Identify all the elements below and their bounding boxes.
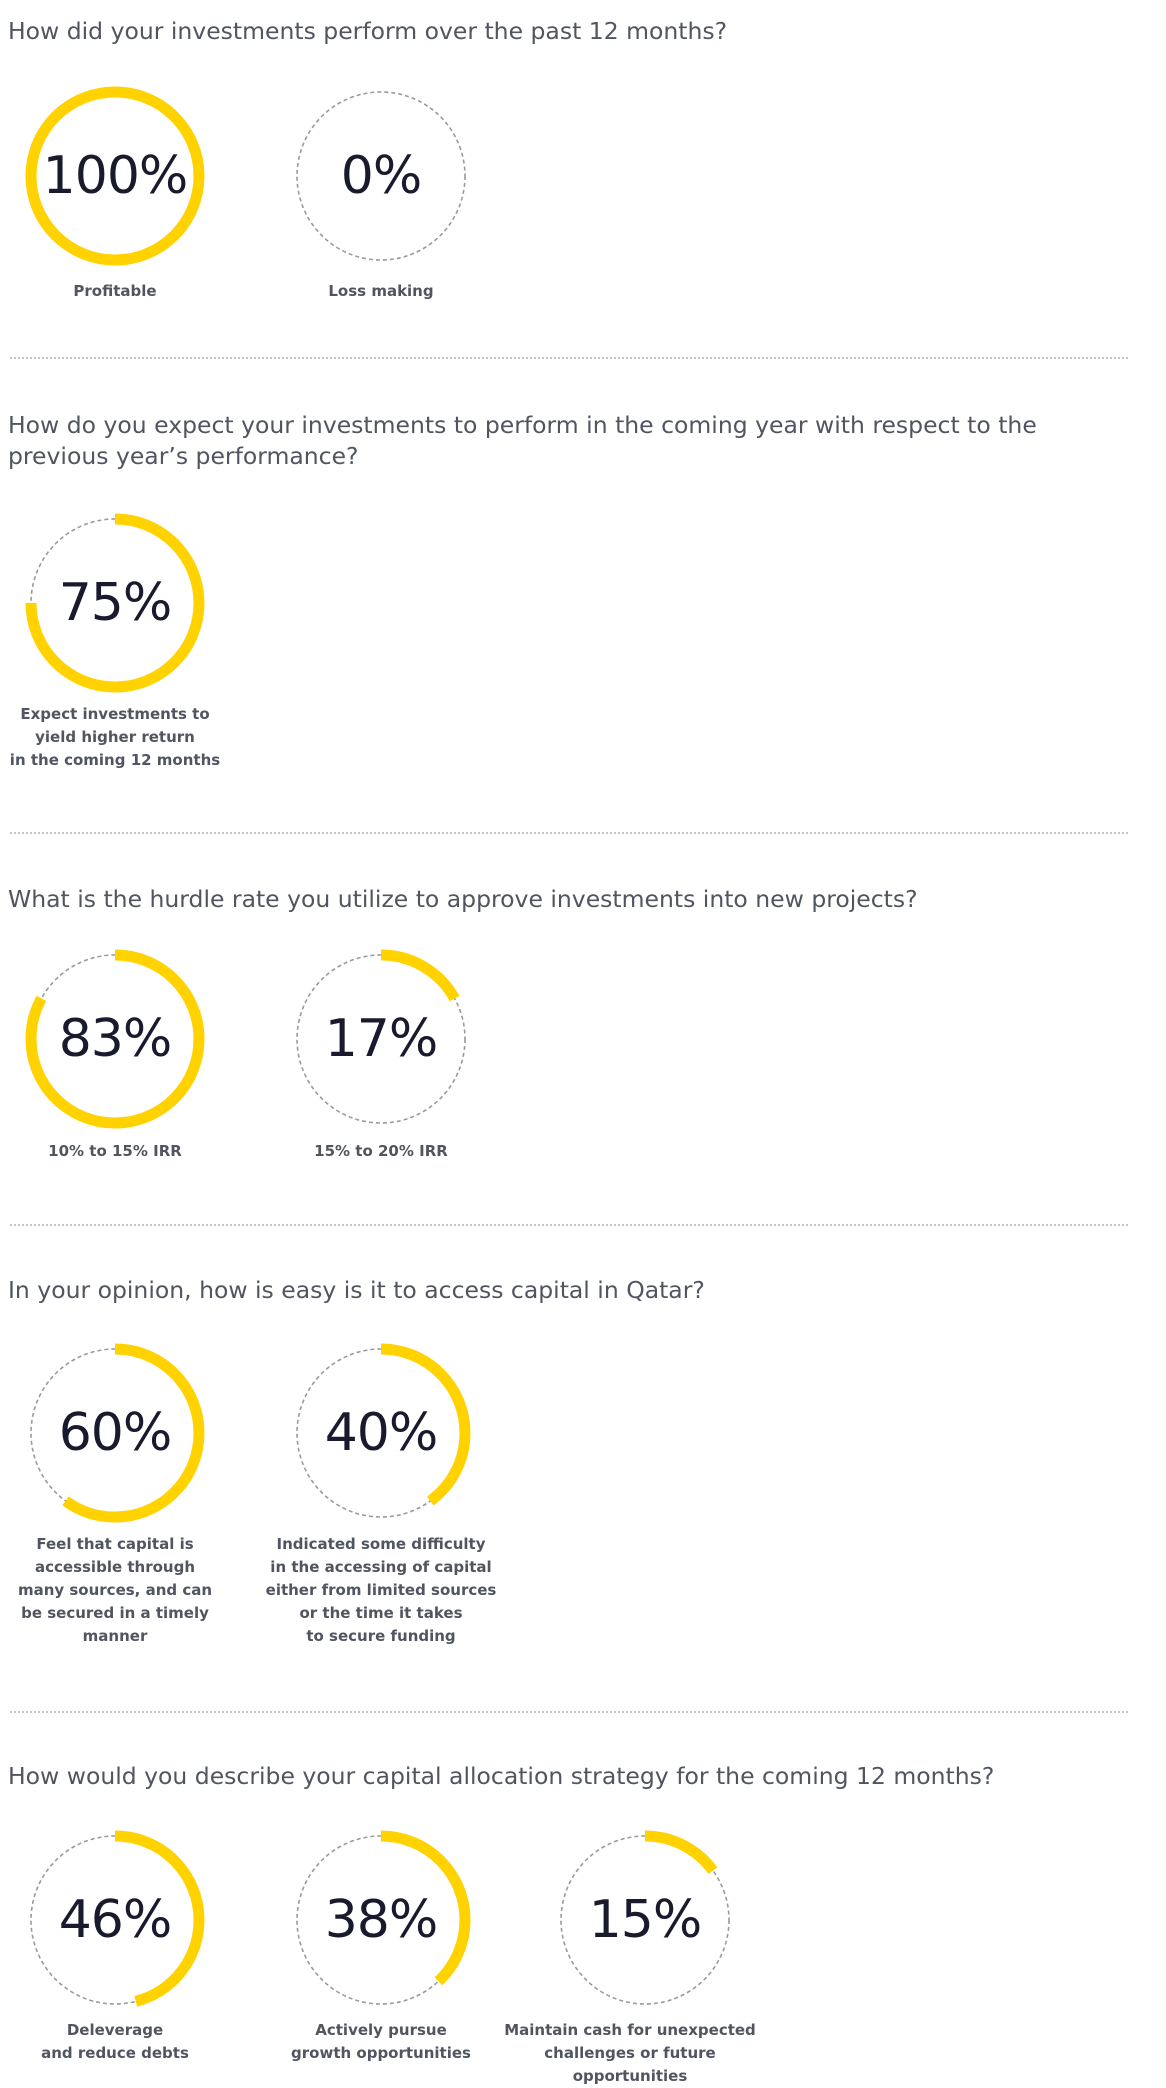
donut-label: Feel that capital is accessible through … xyxy=(17,1535,213,1645)
donut-label: 10% to 15% IRR xyxy=(48,1142,182,1160)
section-divider xyxy=(10,832,1128,834)
donut-chart xyxy=(296,91,466,261)
donut-accessible: 60% xyxy=(20,1338,210,1528)
donut-label: Loss making xyxy=(328,282,434,300)
donut-deleverage: 46% xyxy=(20,1825,210,2015)
donut-value: 17% xyxy=(324,1009,439,1069)
question-1: How did your investments perform over th… xyxy=(8,17,728,45)
donut-chart xyxy=(25,513,205,693)
donut-chart xyxy=(291,1830,471,2010)
donut-value: 46% xyxy=(58,1890,173,1950)
donut-arc xyxy=(25,513,205,693)
donut-growth: 38% xyxy=(286,1825,476,2015)
donut-value: 40% xyxy=(324,1403,439,1463)
donut-15-20-irr: 17% xyxy=(286,944,476,1134)
donut-value: 60% xyxy=(58,1403,173,1463)
donut-higher-return: 75% xyxy=(20,508,210,698)
donut-value: 15% xyxy=(588,1890,703,1950)
question-2: How do you expect your investments to pe… xyxy=(8,411,1037,470)
donut-value: 100% xyxy=(42,146,189,206)
question-5: How would you describe your capital allo… xyxy=(8,1762,995,1790)
question-4: In your opinion, how is easy is it to ac… xyxy=(8,1276,705,1304)
donut-value: 83% xyxy=(58,1009,173,1069)
donut-maintain-cash: 15% xyxy=(550,1825,740,2015)
donut-chart xyxy=(291,1343,471,1523)
donut-arc xyxy=(25,1343,205,1523)
donut-value: 38% xyxy=(324,1890,439,1950)
question-3: What is the hurdle rate you utilize to a… xyxy=(8,885,918,913)
section-divider xyxy=(10,1224,1128,1226)
donut-value: 0% xyxy=(340,146,423,206)
donut-difficulty: 40% xyxy=(286,1338,476,1528)
donut-chart xyxy=(555,1830,735,2010)
donut-arc xyxy=(291,1343,471,1523)
donut-arc xyxy=(291,1830,471,2010)
donut-track xyxy=(296,91,466,261)
section-divider xyxy=(10,1711,1128,1713)
donut-arc xyxy=(291,949,471,1129)
donut-chart xyxy=(25,1343,205,1523)
donut-chart xyxy=(291,949,471,1129)
donut-label: Actively pursue growth opportunities xyxy=(291,2021,471,2062)
donut-label: Expect investments to yield higher retur… xyxy=(9,705,221,769)
donut-label: Deleverage and reduce debts xyxy=(41,2021,189,2062)
donut-chart xyxy=(25,949,205,1129)
section-divider xyxy=(10,357,1128,359)
donut-label: 15% to 20% IRR xyxy=(314,1142,448,1160)
donut-value: 75% xyxy=(58,573,173,633)
donut-arc xyxy=(555,1830,735,2010)
donut-chart xyxy=(25,1830,205,2010)
donut-arc xyxy=(25,1830,205,2010)
donut-profitable: 100% xyxy=(20,81,210,271)
donut-arc xyxy=(25,949,205,1129)
donut-label: Maintain cash for unexpected challenges … xyxy=(504,2021,756,2085)
donut-label: Profitable xyxy=(73,282,157,300)
donut-label: Indicated some difficulty in the accessi… xyxy=(265,1535,497,1645)
donut-chart xyxy=(25,86,205,266)
donut-10-15-irr: 83% xyxy=(20,944,210,1134)
donut-arc xyxy=(25,86,205,266)
donut-loss-making: 0% xyxy=(286,81,476,271)
